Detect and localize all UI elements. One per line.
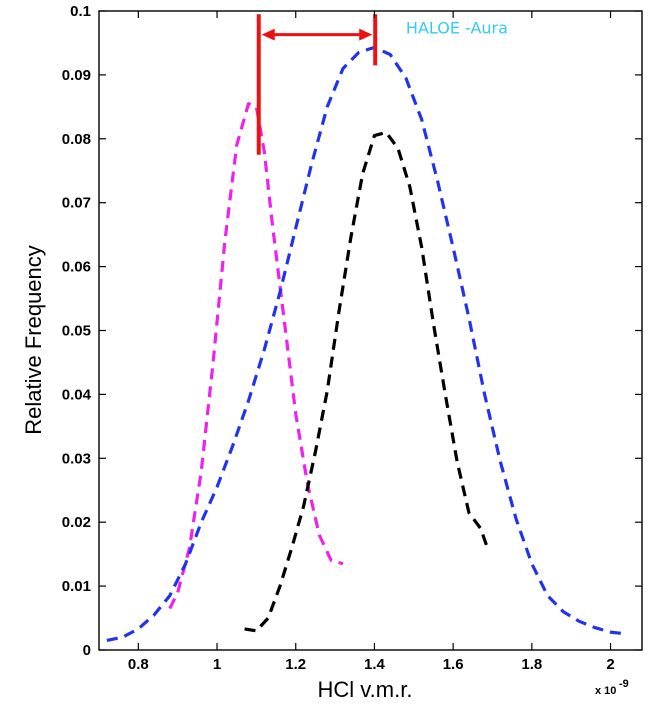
series-line-2 — [106, 45, 627, 642]
x-tick-label: 1.4 — [364, 656, 386, 673]
series-line-1 — [168, 102, 344, 610]
x-tick-label: 0.8 — [128, 656, 149, 673]
y-tick-label: 0.06 — [62, 259, 91, 276]
series-line-3 — [244, 130, 491, 633]
y-tick-label: 0.05 — [62, 323, 91, 340]
x-multiplier-label: x 10 — [595, 685, 616, 697]
annotation-layer — [256, 14, 378, 155]
y-tick-label: 0.1 — [70, 3, 91, 20]
y-tick-label: 0.04 — [62, 386, 92, 403]
x-axis-label: HCl v.m.r. — [318, 677, 413, 702]
y-tick-label: 0 — [83, 642, 91, 659]
arrow-head-right — [359, 28, 373, 41]
x-tick-label: 1.2 — [285, 656, 306, 673]
arrow-head-left — [261, 28, 275, 41]
y-axis-label: Relative Frequency — [21, 245, 46, 435]
y-tick-label: 0.01 — [62, 578, 91, 595]
x-tick-label: 1.8 — [521, 656, 542, 673]
x-multiplier-exponent: -9 — [619, 678, 629, 690]
y-tick-label: 0.08 — [62, 131, 91, 148]
axis-layer: 0.8 1 1.2 1.4 1.6 1.8 2 0 0.01 0.02 0.03 0.04 0.05 0.… — [62, 3, 642, 673]
series-layer — [106, 45, 627, 642]
y-tick-label: 0.07 — [62, 195, 91, 212]
y-tick-label: 0.09 — [62, 67, 91, 84]
x-tick-label: 1.6 — [443, 656, 464, 673]
plot-frame — [98, 10, 643, 651]
x-tick-label: 1 — [213, 656, 221, 673]
y-tick-label: 0.03 — [62, 450, 91, 467]
plot-layer — [98, 10, 643, 651]
y-tick-label: 0.02 — [62, 514, 91, 531]
haloe-aura-label: HALOE -Aura — [406, 18, 508, 37]
x-tick-label: 2 — [606, 656, 614, 673]
